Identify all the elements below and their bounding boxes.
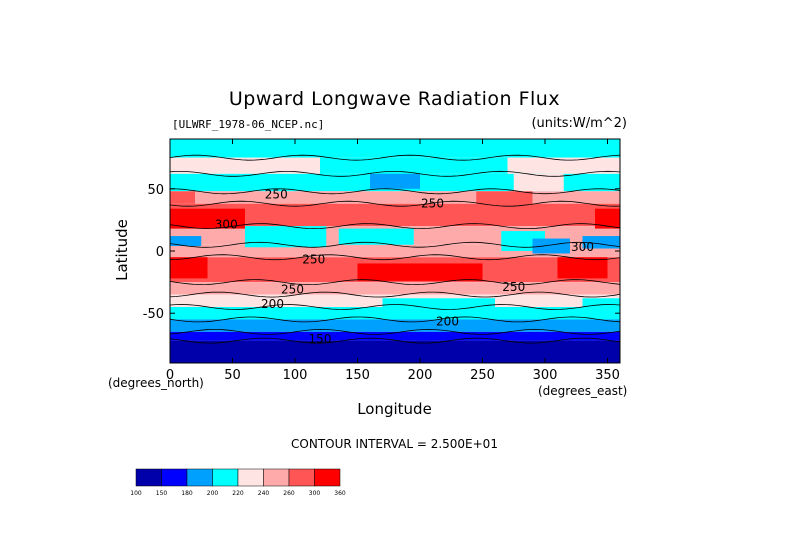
x-axis-label: Longitude [357, 400, 432, 418]
y-tick-label: 0 [156, 245, 164, 260]
chart-title: Upward Longwave Radiation Flux [228, 88, 561, 110]
contour-line [170, 223, 620, 230]
contour-label: 250 [421, 196, 444, 210]
contour-label: 250 [281, 282, 304, 296]
contour-label: 250 [302, 252, 325, 266]
colorbar-swatch [314, 468, 341, 487]
contour-label: 250 [265, 188, 288, 202]
contour-line [170, 316, 620, 323]
contour-line [170, 304, 620, 310]
x-tick-label: 150 [345, 368, 370, 383]
contour-label: 300 [215, 218, 238, 232]
x-tick-label: 250 [470, 368, 495, 383]
contour-label: 300 [571, 240, 594, 254]
heatmap-region [170, 191, 195, 204]
y-tick-label: 50 [147, 183, 164, 198]
colorbar-swatch [161, 468, 188, 487]
x-tick-label: 0 [166, 368, 174, 383]
lat-band [170, 319, 620, 332]
colorbar-swatch [237, 468, 264, 487]
contour-line [170, 254, 620, 261]
x-axis-unit: (degrees_east) [538, 384, 628, 398]
colorbar-tick-label: 240 [258, 490, 270, 497]
contour-line [170, 200, 620, 207]
heatmap-region [245, 226, 327, 248]
contour-line [170, 291, 620, 298]
colorbar-swatch [263, 468, 290, 487]
colorbar-tick-label: 260 [283, 490, 295, 497]
contour-interval-note: CONTOUR INTERVAL = 2.500E+01 [291, 437, 498, 451]
colorbar-tick-label: 180 [181, 490, 193, 497]
contour-line [170, 170, 620, 177]
x-tick-label: 350 [595, 368, 620, 383]
contour-line [170, 337, 620, 344]
colorbar-tick-label: 100 [130, 490, 142, 497]
heatmap-region [245, 208, 295, 224]
colorbar-swatch [135, 468, 162, 487]
colorbar-tick-label: 220 [232, 490, 244, 497]
lat-band [170, 340, 620, 363]
heatmap-region [170, 236, 202, 247]
heatmap-region [476, 191, 533, 214]
contour-line [170, 188, 620, 195]
contour-line [170, 279, 620, 286]
lat-band [170, 331, 620, 341]
heatmap-region [595, 208, 620, 229]
contour-line [170, 154, 620, 161]
heatmap-region [357, 263, 483, 281]
heatmap-region [320, 157, 508, 174]
y-tick-label: -50 [143, 307, 164, 322]
contour-label: 200 [261, 297, 284, 311]
x-tick-label: 200 [408, 368, 433, 383]
file-label: [ULWRF_1978-06_NCEP.nc] [172, 118, 325, 131]
colorbar-tick-label: 200 [207, 490, 219, 497]
contour-line [170, 241, 620, 248]
heatmap-region [382, 298, 495, 314]
heatmap-region [338, 228, 414, 245]
units-label: (units:W/m^2) [531, 116, 627, 131]
colorbar-tick-label: 360 [334, 490, 346, 497]
heatmap-region [170, 208, 245, 229]
x-tick-label: 300 [533, 368, 558, 383]
colorbar-swatch [288, 468, 315, 487]
colorbar-tick-label: 300 [309, 490, 321, 497]
heatmap-region [557, 257, 608, 279]
colorbar-swatch [186, 468, 213, 487]
heatmap-cells [170, 139, 620, 363]
x-tick-label: 100 [283, 368, 308, 383]
colorbar-swatch [212, 468, 239, 487]
colorbar-tick-label: 150 [156, 490, 168, 497]
x-tick-label: 50 [224, 368, 241, 383]
contour-label: 250 [502, 280, 525, 294]
contour-label: 200 [436, 315, 459, 329]
heatmap-region [513, 173, 564, 192]
heatmap-region [170, 257, 208, 279]
lat-band [170, 282, 620, 295]
heatmap-region [532, 238, 570, 254]
lat-band [170, 307, 620, 320]
y-axis-unit: (degrees_north) [108, 376, 204, 390]
contour-label: 150 [309, 332, 332, 346]
lat-band [170, 139, 620, 158]
contour-line [170, 328, 620, 335]
